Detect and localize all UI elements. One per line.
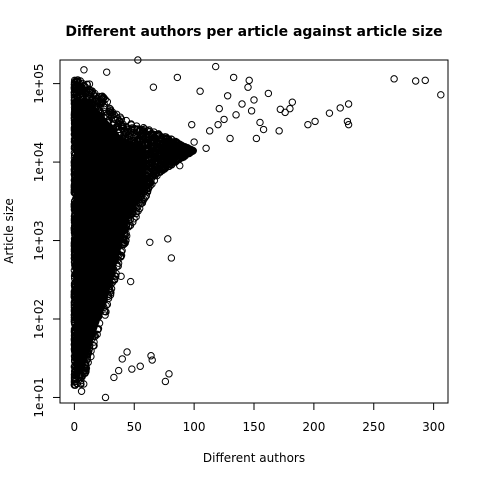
data-point	[265, 90, 271, 96]
data-point	[230, 74, 236, 80]
data-point	[177, 162, 183, 168]
data-point	[191, 139, 197, 145]
data-point	[206, 128, 212, 134]
x-axis-label: Different authors	[203, 451, 305, 465]
data-point	[391, 76, 397, 82]
y-tick-label: 1e+02	[32, 299, 46, 339]
data-point	[147, 239, 153, 245]
data-point	[115, 367, 121, 373]
data-point	[239, 101, 245, 107]
data-point	[305, 121, 311, 127]
data-point	[150, 84, 156, 90]
data-point	[197, 88, 203, 94]
data-point	[165, 236, 171, 242]
data-point	[124, 349, 130, 355]
data-point	[260, 126, 266, 132]
data-point	[345, 101, 351, 107]
x-axis: 0 50 100 150 200 250 300	[71, 403, 446, 434]
data-point	[277, 106, 283, 112]
data-point	[129, 366, 135, 372]
data-points	[78, 57, 444, 401]
data-point	[282, 109, 288, 115]
data-point	[412, 78, 418, 84]
data-point	[221, 116, 227, 122]
data-point	[137, 363, 143, 369]
data-point	[127, 278, 133, 284]
data-point	[224, 93, 230, 99]
x-tick-label: 100	[183, 420, 206, 434]
data-point	[149, 357, 155, 363]
data-point	[119, 356, 125, 362]
data-point	[438, 92, 444, 98]
x-tick-label: 250	[362, 420, 385, 434]
data-point	[253, 135, 259, 141]
x-tick-label: 50	[127, 420, 142, 434]
data-point	[289, 99, 295, 105]
data-point	[422, 77, 428, 83]
data-point	[245, 84, 251, 90]
data-point	[166, 371, 172, 377]
x-tick-label: 200	[302, 420, 325, 434]
data-point	[212, 63, 218, 69]
data-point	[248, 108, 254, 114]
data-point	[78, 388, 84, 394]
data-point	[102, 394, 108, 400]
y-tick-label: 1e+01	[32, 377, 46, 417]
y-tick-label: 1e+05	[32, 63, 46, 103]
data-point	[174, 74, 180, 80]
data-point	[246, 77, 252, 83]
y-tick-label: 1e+03	[32, 220, 46, 260]
data-point	[162, 378, 168, 384]
x-tick-label: 300	[422, 420, 445, 434]
y-axis: 1e+01 1e+02 1e+03 1e+04 1e+05	[32, 63, 60, 417]
data-point	[326, 110, 332, 116]
data-point	[227, 135, 233, 141]
data-point	[312, 118, 318, 124]
data-point	[81, 67, 87, 73]
data-point	[233, 112, 239, 118]
data-point	[337, 105, 343, 111]
data-point	[203, 145, 209, 151]
chart-title: Different authors per article against ar…	[65, 24, 442, 40]
x-tick-label: 0	[71, 420, 79, 434]
data-point	[276, 128, 282, 134]
data-point	[189, 121, 195, 127]
x-tick-label: 150	[243, 420, 266, 434]
data-point	[104, 69, 110, 75]
data-point	[111, 374, 117, 380]
y-tick-label: 1e+04	[32, 142, 46, 182]
data-point	[168, 255, 174, 261]
data-point	[216, 105, 222, 111]
data-point	[257, 119, 263, 125]
data-point	[251, 97, 257, 103]
data-point	[215, 121, 221, 127]
data-point	[148, 353, 154, 359]
y-axis-label: Article size	[2, 198, 16, 264]
dense-point-cloud	[71, 77, 196, 389]
